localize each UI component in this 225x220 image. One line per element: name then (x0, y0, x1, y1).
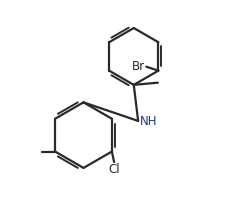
Text: NH: NH (140, 115, 157, 128)
Text: Br: Br (132, 60, 145, 73)
Text: Cl: Cl (108, 163, 119, 176)
